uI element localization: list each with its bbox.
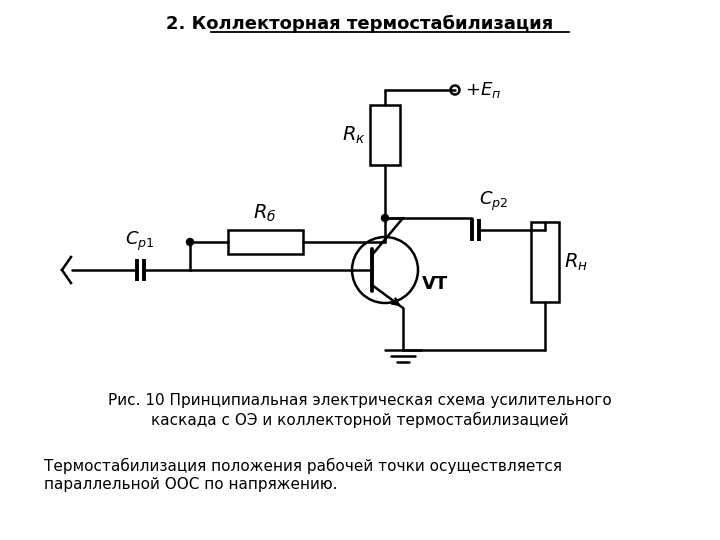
Bar — [531, 222, 559, 302]
Text: 2. Коллекторная термостабилизация: 2. Коллекторная термостабилизация — [166, 15, 554, 33]
Bar — [228, 230, 303, 254]
Text: VT: VT — [422, 275, 449, 293]
Text: $+ E_п$: $+ E_п$ — [465, 80, 501, 100]
Circle shape — [186, 239, 194, 246]
Text: $R_н$: $R_н$ — [564, 251, 588, 273]
Text: параллельной ООС по напряжению.: параллельной ООС по напряжению. — [44, 477, 338, 492]
Text: каскада с ОЭ и коллекторной термостабилизацией: каскада с ОЭ и коллекторной термостабили… — [151, 412, 569, 428]
Bar — [370, 105, 400, 165]
Text: $C_{р1}$: $C_{р1}$ — [125, 230, 155, 253]
Text: Термостабилизация положения рабочей точки осуществляется: Термостабилизация положения рабочей точк… — [44, 458, 562, 474]
Text: $C_{р2}$: $C_{р2}$ — [479, 190, 508, 213]
Text: $R_к$: $R_к$ — [342, 124, 366, 146]
Text: $R_б$: $R_б$ — [253, 202, 276, 224]
Text: Рис. 10 Принципиальная электрическая схема усилительного: Рис. 10 Принципиальная электрическая схе… — [108, 393, 612, 408]
Circle shape — [382, 214, 389, 221]
